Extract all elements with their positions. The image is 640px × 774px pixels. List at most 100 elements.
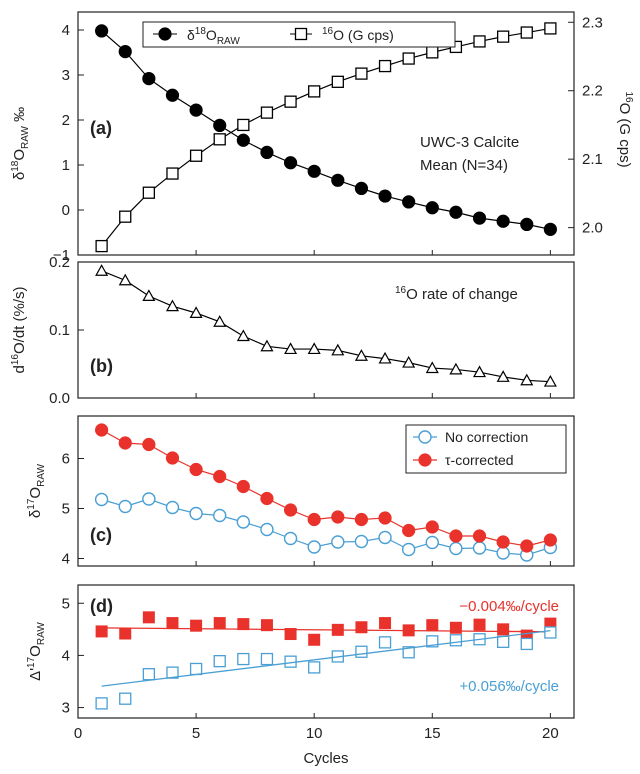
data-point <box>260 106 274 119</box>
data-point <box>118 44 132 59</box>
data-point <box>283 156 298 170</box>
label-main: O rate of change <box>406 286 518 303</box>
label-main: O (G cps) <box>333 27 394 43</box>
data-point <box>520 637 533 651</box>
data-point <box>449 205 463 219</box>
data-point <box>95 697 108 710</box>
label-prefix: δ <box>27 510 44 518</box>
data-point <box>425 535 439 550</box>
data-point <box>307 512 321 527</box>
data-point <box>142 437 156 452</box>
series-rate <box>95 264 557 387</box>
data-point <box>378 189 392 203</box>
panel-b-annotation: 16O rate of change <box>395 285 518 303</box>
panel-d-y-ticks: 3 4 5 <box>62 595 84 717</box>
x-tick-label: 10 <box>306 725 323 742</box>
data-point <box>166 617 179 630</box>
label-main: O <box>27 487 44 499</box>
x-tick-label: 0 <box>74 725 82 742</box>
data-point <box>449 541 463 556</box>
label-superscript: 18 <box>10 160 21 172</box>
data-point <box>307 164 321 178</box>
data-point <box>544 22 557 35</box>
data-point <box>284 628 297 641</box>
data-point <box>308 85 321 98</box>
data-point <box>472 529 487 543</box>
y-tick-label: 5 <box>62 595 70 612</box>
panel-a-annotation-line2: Mean (N=34) <box>420 157 508 174</box>
series-tau-corrected-d <box>95 611 557 646</box>
data-point <box>142 492 156 506</box>
data-point <box>260 339 274 352</box>
series-no-correction <box>94 492 558 562</box>
panel-a-annotation-line1: UWC-3 Calcite <box>420 134 519 151</box>
data-point <box>236 515 251 529</box>
data-point <box>189 149 203 162</box>
data-point <box>236 133 250 147</box>
data-point <box>166 167 179 180</box>
data-point <box>237 118 250 132</box>
trend-label-red: −0.004‰/cycle <box>459 598 559 615</box>
data-point <box>378 636 392 649</box>
trend-line <box>101 627 551 633</box>
data-point <box>95 264 109 276</box>
data-point <box>496 370 510 382</box>
data-point <box>95 239 108 253</box>
data-point <box>378 511 392 525</box>
data-point <box>119 627 132 640</box>
data-point <box>165 451 180 465</box>
data-point <box>426 635 439 648</box>
data-point <box>213 654 226 668</box>
label-superscript: 16 <box>395 285 407 296</box>
data-point <box>496 635 510 649</box>
data-point <box>165 500 180 515</box>
data-point <box>213 617 226 630</box>
label-superscript: 17 <box>26 656 37 668</box>
panel-a-frame <box>77 11 575 256</box>
data-point <box>190 619 203 632</box>
y-tick-label: 0.2 <box>49 254 70 271</box>
legend-label-16O: 16O (G cps) <box>322 26 394 43</box>
data-point <box>496 546 510 560</box>
y-right-tick-label: 2.1 <box>582 151 603 168</box>
panel-b-x-ticks <box>77 393 551 398</box>
data-point <box>449 529 463 543</box>
y-tick-label: 4 <box>62 647 70 664</box>
data-point <box>473 365 487 378</box>
data-point <box>401 542 416 557</box>
panel-c-y-ticks: 4 5 6 <box>62 451 84 568</box>
panel-b-letter: (b) <box>90 356 113 376</box>
panel-a-left-axis-label: δ18ORAW ‰ <box>10 107 31 180</box>
data-point <box>543 374 557 387</box>
data-point <box>213 118 227 133</box>
y-tick-label: 3 <box>62 67 70 84</box>
data-point <box>118 273 132 286</box>
y-tick-label: 0.1 <box>49 322 70 339</box>
panel-b-axis-label: d16O/dt (%/s) <box>10 287 28 374</box>
data-point <box>355 621 368 634</box>
data-point <box>165 299 179 312</box>
data-point <box>520 539 534 553</box>
panel-b-y-ticks: 0.0 0.1 0.2 <box>49 254 84 407</box>
data-point <box>165 88 180 102</box>
data-point <box>119 692 132 705</box>
data-point <box>426 46 439 59</box>
data-point <box>378 530 392 545</box>
data-point <box>236 479 250 494</box>
data-point <box>308 661 321 674</box>
data-point <box>449 621 462 634</box>
data-point <box>425 201 439 215</box>
data-point <box>331 535 345 549</box>
y-tick-label: 0 <box>62 202 70 219</box>
data-point <box>189 506 203 521</box>
data-point <box>449 634 463 647</box>
series-tau-corrected <box>95 423 557 553</box>
y-tick-label: 6 <box>62 451 70 468</box>
y-tick-label: 1 <box>62 157 70 174</box>
label-superscript: 17 <box>26 498 37 510</box>
label-superscript: 16 <box>322 26 334 37</box>
data-point <box>237 652 250 666</box>
data-point <box>378 351 392 364</box>
data-point <box>142 668 156 681</box>
